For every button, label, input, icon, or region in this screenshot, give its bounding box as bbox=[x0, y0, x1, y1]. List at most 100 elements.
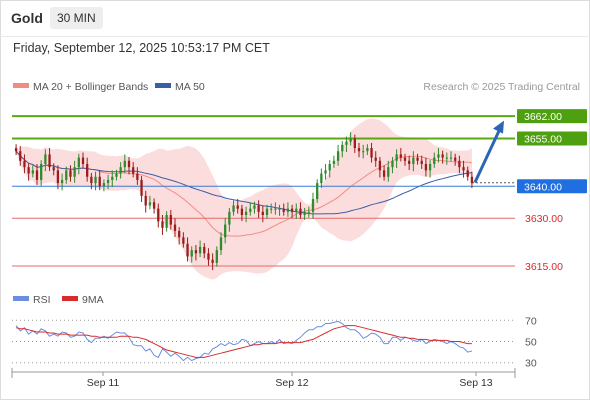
candle-body bbox=[437, 154, 440, 158]
candle-body bbox=[19, 151, 22, 161]
candle-body bbox=[341, 144, 344, 152]
level-label-3: 3630.00 bbox=[525, 213, 563, 225]
candle-body bbox=[320, 173, 323, 184]
candle-body bbox=[52, 167, 55, 171]
candle-body bbox=[98, 176, 101, 187]
rsi-legend-label: RSI bbox=[33, 294, 51, 306]
candle-body bbox=[169, 215, 172, 225]
candle-body bbox=[261, 211, 264, 216]
candle-body bbox=[311, 199, 315, 212]
candle-body bbox=[207, 253, 210, 260]
candle-body bbox=[132, 167, 135, 174]
rsi-layer: 70 50 30 bbox=[12, 315, 537, 370]
candle-body bbox=[316, 183, 319, 200]
candle-body bbox=[161, 221, 164, 228]
candle-body bbox=[165, 215, 168, 228]
candle-body bbox=[454, 157, 457, 161]
candle-body bbox=[123, 160, 126, 168]
candle-body bbox=[366, 148, 369, 152]
bollinger-band bbox=[16, 118, 472, 280]
candle-body bbox=[391, 160, 394, 168]
candle-body bbox=[295, 208, 298, 212]
candle-body bbox=[102, 183, 106, 187]
candle-body bbox=[215, 250, 218, 263]
candle-body bbox=[236, 205, 239, 209]
candle-body bbox=[433, 157, 436, 164]
candle-body bbox=[27, 167, 30, 174]
rsi-ma-line bbox=[15, 325, 472, 358]
candle-body bbox=[270, 208, 273, 210]
watermark: Research © 2025 Trading Central bbox=[423, 81, 580, 93]
candle-body bbox=[362, 151, 365, 153]
candle-body bbox=[182, 237, 185, 244]
candle-body bbox=[232, 205, 235, 212]
candle-body bbox=[408, 160, 411, 164]
candle-body bbox=[228, 211, 231, 225]
candle-body bbox=[211, 259, 214, 263]
candle-body bbox=[282, 208, 285, 212]
candle-body bbox=[420, 160, 423, 164]
candle-body bbox=[23, 160, 26, 168]
candle-body bbox=[140, 179, 143, 196]
candle-body bbox=[194, 250, 198, 254]
chart-header: Gold 30 MIN bbox=[0, 0, 590, 36]
candle-body bbox=[60, 179, 64, 184]
rsi-legend-swatch bbox=[13, 296, 29, 301]
candle-body bbox=[44, 154, 47, 164]
candle-body bbox=[399, 154, 402, 158]
candle-body bbox=[240, 208, 244, 216]
rsi-ma-legend-swatch bbox=[62, 296, 78, 301]
candle-body bbox=[387, 167, 390, 177]
candle-body bbox=[56, 170, 60, 184]
candle-body bbox=[81, 157, 85, 164]
candle-body bbox=[466, 170, 469, 177]
candle-body bbox=[378, 160, 382, 171]
candle-body bbox=[244, 211, 248, 216]
candle-body bbox=[428, 163, 432, 171]
candle-body bbox=[106, 179, 110, 184]
candle-body bbox=[173, 224, 177, 231]
candle-body bbox=[90, 176, 93, 184]
candle-body bbox=[286, 208, 290, 212]
candle-body bbox=[449, 157, 453, 159]
candle-body bbox=[136, 173, 139, 180]
candle-body bbox=[324, 170, 327, 174]
candle-body bbox=[395, 154, 398, 161]
rsi-tick-label-2: 30 bbox=[525, 358, 537, 370]
x-tick-label-2: Sep 13 bbox=[459, 377, 492, 389]
candle-body bbox=[441, 154, 444, 158]
candle-body bbox=[328, 163, 331, 171]
candle-body bbox=[31, 170, 34, 174]
candle-body bbox=[203, 246, 206, 254]
candle-body bbox=[374, 157, 377, 161]
candle-body bbox=[349, 138, 352, 142]
candle-body bbox=[198, 246, 202, 254]
candle-body bbox=[462, 167, 465, 171]
rsi-tick-label-0: 70 bbox=[525, 315, 537, 327]
candle-body bbox=[77, 157, 80, 168]
candle-body bbox=[416, 157, 419, 161]
candle-body bbox=[265, 208, 269, 216]
candle-body bbox=[157, 208, 160, 222]
projection-arrowhead bbox=[493, 120, 504, 134]
ma20-legend-swatch bbox=[13, 83, 29, 88]
level-label-4: 3615.00 bbox=[525, 261, 563, 273]
candle-body bbox=[69, 170, 72, 177]
candle-body bbox=[353, 138, 356, 149]
candle-body bbox=[412, 157, 415, 164]
candle-body bbox=[307, 211, 310, 213]
candle-body bbox=[119, 167, 122, 174]
candle-body bbox=[253, 205, 256, 209]
projection-arrow bbox=[473, 125, 503, 184]
level-tag-2 bbox=[517, 179, 587, 194]
level-tag-1 bbox=[517, 131, 587, 146]
candle-body bbox=[303, 211, 306, 216]
candle-body bbox=[403, 157, 407, 161]
level-label-2: 3640.00 bbox=[524, 181, 562, 193]
timeframe-badge[interactable]: 30 MIN bbox=[50, 7, 103, 29]
candle-body bbox=[458, 160, 461, 168]
header-divider bbox=[0, 36, 590, 37]
candle-body bbox=[336, 151, 340, 161]
price-layer: 3662.00 3655.00 3640.00 3630.00 3615.00 bbox=[12, 109, 587, 280]
candle-body bbox=[190, 250, 193, 257]
